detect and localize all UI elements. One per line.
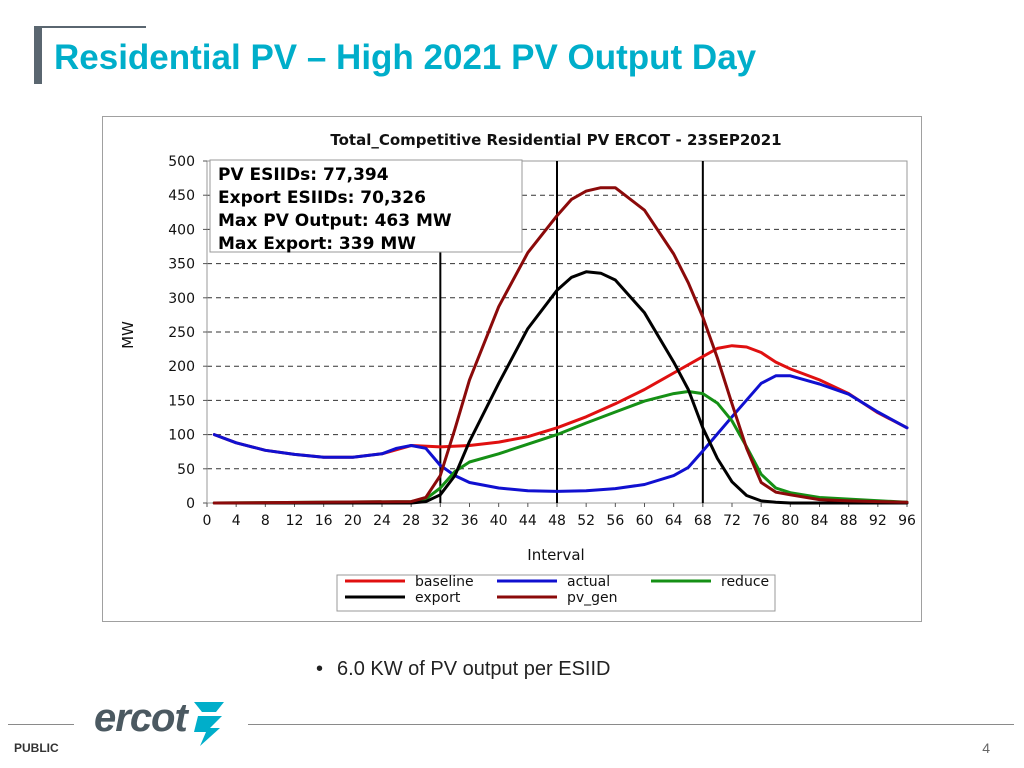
x-tick-label: 72 — [723, 513, 741, 529]
x-tick-label: 48 — [548, 513, 566, 529]
y-tick-label: 100 — [168, 428, 195, 444]
x-tick-label: 52 — [577, 513, 595, 529]
y-tick-label: 300 — [168, 291, 195, 307]
x-tick-label: 56 — [606, 513, 624, 529]
info-box: PV ESIIDs: 77,394 Export ESIIDs: 70,326 … — [209, 159, 523, 254]
x-tick-label: 44 — [519, 513, 537, 529]
page-title: Residential PV – High 2021 PV Output Day — [54, 38, 757, 77]
ercot-logo-mark-icon — [194, 702, 224, 746]
chart-series — [212, 186, 909, 505]
legend-label-actual: actual — [567, 574, 610, 590]
x-tick-label: 8 — [261, 513, 270, 529]
y-axis-label: MW — [119, 321, 137, 349]
x-tick-label: 4 — [232, 513, 241, 529]
series-line-export — [212, 270, 909, 505]
x-tick-label: 40 — [490, 513, 508, 529]
info-pv-esiids: PV ESIIDs: 77,394 — [218, 165, 389, 185]
x-tick-label: 24 — [373, 513, 391, 529]
info-export-esiids: Export ESIIDs: 70,326 — [218, 188, 426, 208]
x-tick-label: 36 — [461, 513, 479, 529]
x-tick-label: 20 — [344, 513, 362, 529]
y-tick-label: 150 — [168, 393, 195, 409]
x-tick-label: 12 — [286, 513, 304, 529]
footer-rule-right — [248, 724, 1014, 725]
x-tick-label: 32 — [431, 513, 449, 529]
bullet-point: • 6.0 KW of PV output per ESIID — [316, 658, 610, 681]
x-tick-label: 28 — [402, 513, 420, 529]
y-tick-label: 50 — [177, 462, 195, 478]
info-max-pv-output: Max PV Output: 463 MW — [218, 211, 452, 231]
chart-legend: baseline actual reduce export pv_gen — [336, 574, 776, 612]
title-top-rule — [42, 26, 146, 28]
series-line-actual — [212, 374, 909, 493]
title-accent-bar — [34, 26, 42, 84]
bullet-dot: • — [316, 658, 324, 680]
ercot-logo: ercot — [94, 696, 188, 740]
legend-label-pv-gen: pv_gen — [567, 590, 618, 606]
x-tick-label: 92 — [869, 513, 887, 529]
x-tick-label: 76 — [752, 513, 770, 529]
legend-label-reduce: reduce — [721, 574, 769, 590]
series-line-pv-gen — [212, 186, 909, 505]
chart-frame: Total_Competitive Residential PV ERCOT -… — [102, 116, 922, 622]
info-max-export: Max Export: 339 MW — [218, 234, 416, 254]
x-tick-label: 80 — [781, 513, 799, 529]
y-tick-label: 0 — [186, 496, 195, 512]
pv-output-line-chart: Total_Competitive Residential PV ERCOT -… — [119, 131, 916, 612]
series-line-reduce — [212, 390, 909, 505]
bullet-text: 6.0 KW of PV output per ESIID — [337, 658, 611, 680]
x-tick-label: 96 — [898, 513, 916, 529]
y-tick-label: 500 — [168, 154, 195, 170]
y-tick-label: 200 — [168, 359, 195, 375]
page-number: 4 — [982, 740, 990, 756]
x-tick-label: 64 — [665, 513, 683, 529]
x-tick-label: 60 — [636, 513, 654, 529]
x-tick-label: 84 — [811, 513, 829, 529]
chart-title: Total_Competitive Residential PV ERCOT -… — [330, 131, 781, 149]
y-tick-label: 450 — [168, 188, 195, 204]
y-tick-label: 250 — [168, 325, 195, 341]
legend-label-baseline: baseline — [415, 574, 474, 590]
y-tick-label: 400 — [168, 222, 195, 238]
x-axis-label: Interval — [527, 546, 584, 564]
x-tick-label: 88 — [840, 513, 858, 529]
footer-classification: PUBLIC — [14, 741, 59, 755]
y-tick-label: 350 — [168, 257, 195, 273]
x-tick-label: 68 — [694, 513, 712, 529]
legend-label-export: export — [415, 590, 461, 606]
series-line-baseline — [212, 344, 909, 459]
x-tick-label: 16 — [315, 513, 333, 529]
footer-rule-left — [8, 724, 74, 725]
x-tick-label: 0 — [203, 513, 212, 529]
